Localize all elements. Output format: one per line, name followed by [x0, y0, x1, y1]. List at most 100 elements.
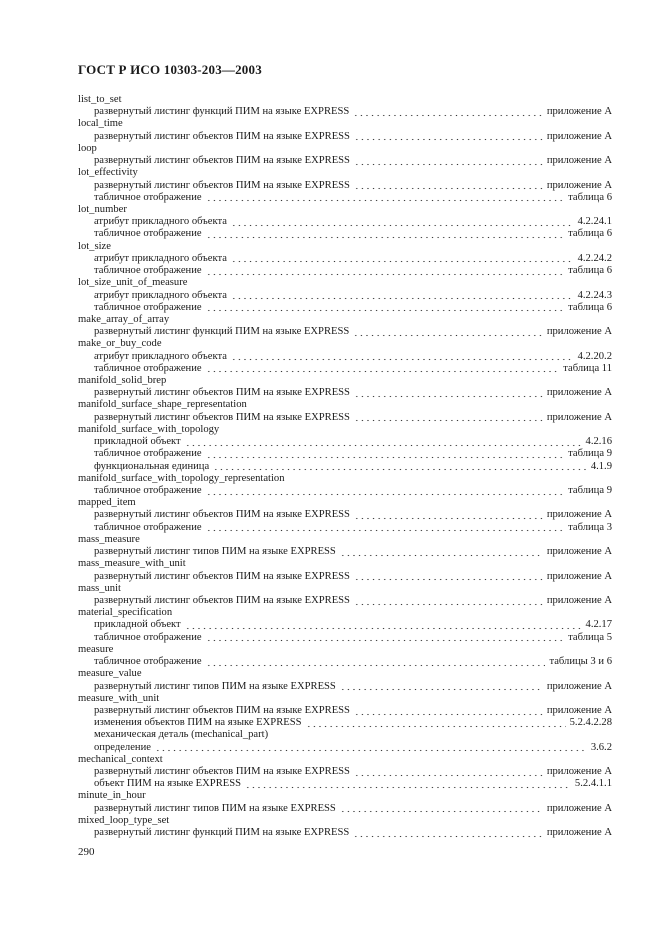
dot-leader	[230, 352, 574, 362]
index-reference: табличное отображение таблица 9	[78, 448, 612, 460]
reference-text: развернутый листинг типов ПИМ на языке E…	[94, 680, 336, 692]
dot-leader	[339, 804, 543, 814]
term-name: material_specification	[78, 607, 173, 619]
reference-target: таблица 5	[568, 631, 612, 643]
term-name: mixed_loop_type_set	[78, 814, 170, 826]
index-reference: атрибут прикладного объекта 4.2.24.1	[78, 216, 612, 228]
index-reference: объект ПИМ на языке EXPRESS 5.2.4.1.1	[78, 778, 612, 790]
index-term: measure_value	[78, 668, 612, 680]
reference-text: развернутый листинг объектов ПИМ на язык…	[94, 704, 350, 716]
reference-target: таблица 6	[568, 265, 612, 277]
dot-leader	[205, 633, 565, 643]
reference-text: развернутый листинг объектов ПИМ на язык…	[94, 155, 350, 167]
reference-target: 3.6.2	[590, 741, 612, 753]
dot-leader	[230, 217, 574, 227]
reference-text: развернутый листинг объектов ПИМ на язык…	[94, 179, 350, 191]
dot-leader	[353, 413, 543, 423]
term-name: mass_unit	[78, 582, 121, 594]
reference-text: определение	[94, 741, 151, 753]
index-term: mass_measure	[78, 534, 612, 546]
reference-text: табличное отображение	[94, 301, 202, 313]
index-reference: развернутый листинг объектов ПИМ на язык…	[78, 412, 612, 424]
index-reference: табличное отображение таблицы 3 и 6	[78, 656, 612, 668]
index-reference: атрибут прикладного объекта 4.2.20.2	[78, 351, 612, 363]
dot-leader	[205, 193, 565, 203]
index-term: manifold_surface_shape_representation	[78, 399, 612, 411]
index-reference: развернутый листинг типов ПИМ на языке E…	[78, 546, 612, 558]
reference-target: приложение А	[546, 570, 612, 582]
index-term: lot_number	[78, 204, 612, 216]
reference-text: механическая деталь (mechanical_part)	[94, 729, 269, 741]
index-term: mass_measure_with_unit	[78, 558, 612, 570]
dot-leader	[339, 682, 543, 692]
reference-text: атрибут прикладного объекта	[94, 216, 227, 228]
term-name: minute_in_hour	[78, 790, 146, 802]
reference-text: объект ПИМ на языке EXPRESS	[94, 778, 242, 790]
dot-leader	[353, 511, 543, 521]
reference-target: таблица 6	[568, 228, 612, 240]
index-term: mass_unit	[78, 583, 612, 595]
dot-leader	[353, 181, 543, 191]
reference-target: таблицы 3 и 6	[549, 656, 612, 668]
index-reference: развернутый листинг объектов ПИМ на язык…	[78, 595, 612, 607]
reference-text: развернутый листинг объектов ПИМ на язык…	[94, 594, 350, 606]
index-reference: прикладной объект 4.2.17	[78, 619, 612, 631]
index-term: list_to_set	[78, 94, 612, 106]
term-name: mass_measure_with_unit	[78, 558, 186, 570]
dot-leader	[353, 767, 543, 777]
reference-text: развернутый листинг типов ПИМ на языке E…	[94, 802, 336, 814]
reference-target: таблица 11	[563, 362, 612, 374]
dot-leader	[205, 486, 565, 496]
reference-text: развернутый листинг типов ПИМ на языке E…	[94, 546, 336, 558]
dot-leader	[205, 303, 565, 313]
dot-leader	[245, 779, 571, 789]
term-name: make_array_of_array	[78, 313, 170, 325]
term-name: loop	[78, 142, 97, 154]
reference-target: 4.2.17	[585, 619, 612, 631]
index-reference: развернутый листинг объектов ПИМ на язык…	[78, 571, 612, 583]
dot-leader	[184, 621, 582, 631]
index-term: manifold_surface_with_topology	[78, 424, 612, 436]
reference-text: табличное отображение	[94, 191, 202, 203]
dot-leader	[353, 828, 543, 838]
reference-target: приложение А	[546, 411, 612, 423]
index-reference: развернутый листинг функций ПИМ на языке…	[78, 827, 612, 839]
reference-target: приложение А	[546, 827, 612, 839]
term-name: lot_number	[78, 203, 127, 215]
reference-target: приложение А	[546, 546, 612, 558]
reference-target: приложение А	[546, 680, 612, 692]
reference-target: 4.1.9	[590, 460, 612, 472]
dot-leader	[205, 657, 546, 667]
term-name: measure_value	[78, 668, 142, 680]
reference-target: приложение А	[546, 326, 612, 338]
index-reference: развернутый листинг объектов ПИМ на язык…	[78, 387, 612, 399]
index-term: mapped_item	[78, 497, 612, 509]
reference-text: табличное отображение	[94, 485, 202, 496]
reference-text: развернутый листинг объектов ПИМ на язык…	[94, 570, 350, 582]
reference-text: табличное отображение	[94, 265, 202, 277]
reference-text: атрибут прикладного объекта	[94, 289, 227, 301]
reference-target: 5.2.4.1.1	[574, 778, 612, 790]
reference-text: развернутый листинг функций ПИМ на языке…	[94, 106, 350, 118]
reference-text: табличное отображение	[94, 228, 202, 240]
reference-target: 4.2.24.1	[577, 216, 612, 228]
index-term: mechanical_context	[78, 754, 612, 766]
index-list: list_to_set развернутый листинг функций П…	[78, 94, 612, 839]
index-reference: табличное отображение таблица 6	[78, 302, 612, 314]
dot-leader	[353, 132, 543, 142]
dot-leader	[205, 523, 565, 533]
reference-target: приложение А	[546, 387, 612, 399]
reference-text: атрибут прикладного объекта	[94, 252, 227, 264]
reference-target: таблица 6	[568, 301, 612, 313]
index-reference: табличное отображение таблица 6	[78, 265, 612, 277]
index-term: local_time	[78, 118, 612, 130]
dot-leader	[205, 230, 565, 240]
reference-text: развернутый листинг функций ПИМ на языке…	[94, 326, 350, 338]
index-reference: атрибут прикладного объекта 4.2.24.3	[78, 290, 612, 302]
term-name: manifold_surface_with_topology	[78, 423, 220, 435]
reference-text: изменения объектов ПИМ на языке EXPRESS	[94, 717, 302, 729]
index-term: lot_effectivity	[78, 167, 612, 179]
index-reference: прикладной объект 4.2.16	[78, 436, 612, 448]
reference-target: 4.2.16	[585, 436, 612, 448]
reference-target: 4.2.24.2	[577, 252, 612, 264]
